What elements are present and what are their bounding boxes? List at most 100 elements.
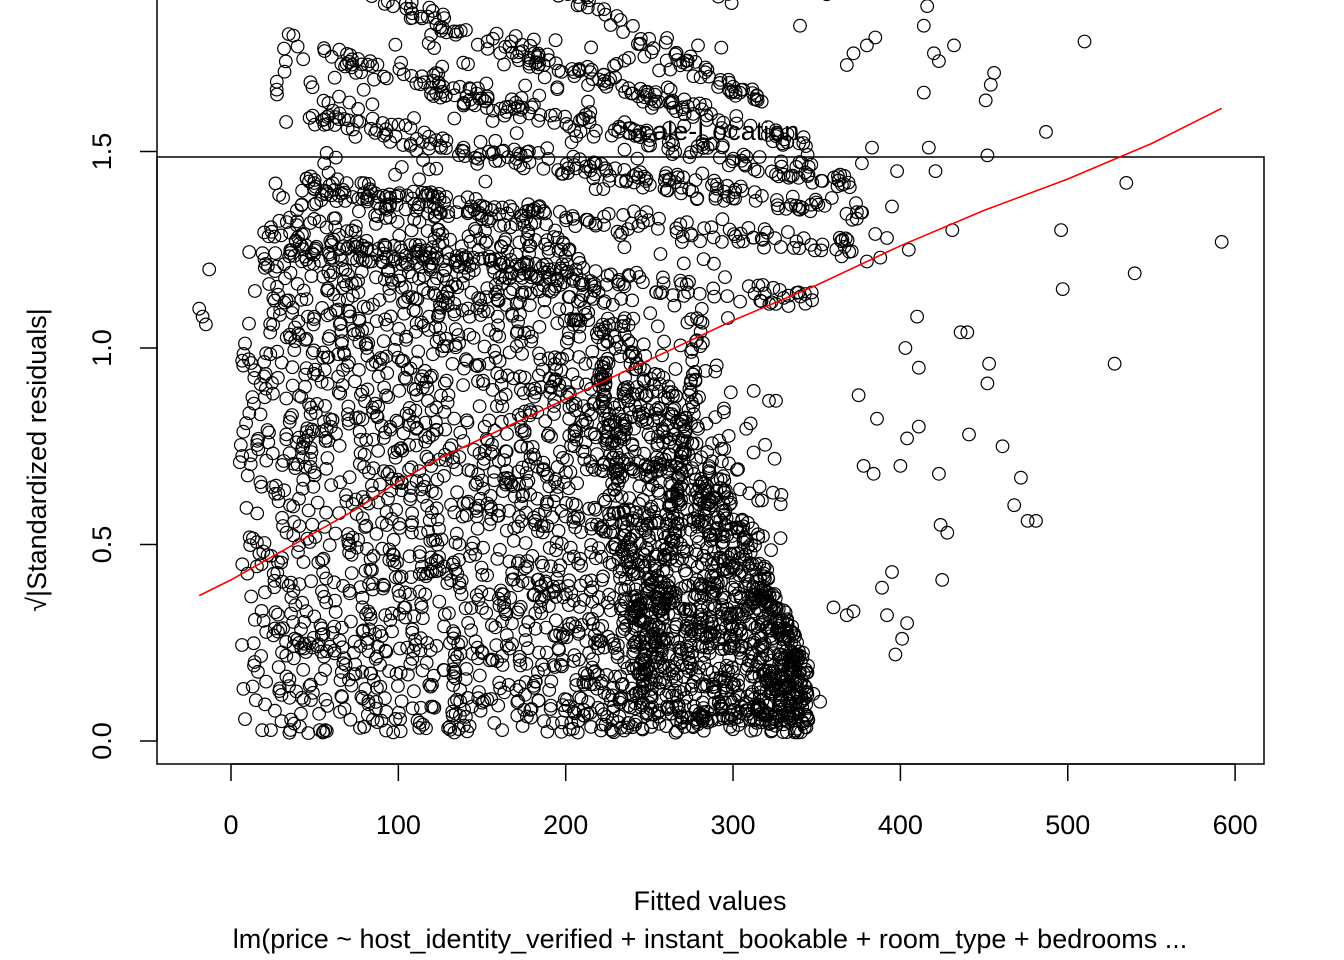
data-point	[661, 462, 675, 476]
data-point	[670, 634, 685, 649]
data-point	[562, 242, 577, 257]
data-point	[299, 361, 314, 376]
data-point	[983, 77, 998, 92]
data-point	[710, 177, 724, 192]
data-point	[690, 519, 704, 534]
data-point	[794, 155, 809, 170]
data-point	[555, 451, 570, 465]
data-point	[684, 395, 699, 410]
data-point	[279, 215, 294, 230]
data-point	[303, 75, 318, 90]
data-point	[764, 543, 778, 557]
data-point	[485, 618, 499, 632]
data-point	[621, 698, 636, 713]
data-point	[414, 600, 429, 615]
data-point	[855, 156, 869, 171]
data-point	[464, 601, 479, 615]
data-point	[259, 346, 274, 361]
data-point	[329, 150, 343, 165]
data-point	[399, 329, 414, 344]
data-point	[774, 240, 788, 254]
data-point	[449, 462, 464, 477]
data-point	[373, 477, 387, 492]
data-point	[319, 505, 334, 520]
data-point	[318, 663, 333, 677]
x-tick-label: 100	[376, 810, 421, 840]
data-point	[737, 609, 752, 624]
data-point	[634, 209, 648, 224]
data-point	[571, 0, 585, 4]
data-point	[674, 581, 688, 596]
data-point	[693, 324, 708, 339]
data-point	[628, 622, 643, 637]
data-point	[697, 221, 711, 236]
data-point	[663, 62, 678, 77]
data-point	[739, 603, 754, 618]
data-point	[717, 473, 732, 488]
data-point	[606, 466, 621, 480]
data-point	[785, 189, 800, 204]
data-point	[272, 188, 287, 202]
data-point	[888, 647, 903, 662]
data-point	[522, 155, 537, 170]
data-point	[351, 191, 366, 206]
data-point	[404, 0, 419, 10]
data-point	[356, 82, 371, 97]
data-point	[377, 0, 392, 11]
data-point	[585, 612, 599, 626]
data-point	[588, 502, 603, 517]
data-point	[719, 518, 733, 533]
data-point	[531, 507, 546, 522]
y-axis-label-sqrt: √	[22, 597, 52, 612]
data-point	[592, 322, 607, 337]
data-point	[653, 402, 668, 416]
data-point	[661, 385, 676, 400]
data-point	[405, 622, 420, 637]
data-point	[254, 604, 269, 618]
data-point	[614, 292, 628, 306]
data-point	[644, 499, 659, 514]
data-point	[545, 510, 560, 525]
data-point	[651, 429, 665, 444]
data-point	[611, 124, 626, 139]
data-point	[487, 716, 502, 730]
data-point	[448, 277, 463, 292]
data-point	[695, 713, 710, 728]
data-point	[683, 49, 698, 64]
data-point	[582, 110, 597, 125]
data-point	[747, 633, 762, 647]
data-point	[351, 101, 366, 116]
data-point	[284, 243, 299, 258]
data-point	[587, 677, 601, 692]
data-point	[472, 399, 487, 414]
data-point	[690, 139, 705, 154]
data-point	[543, 702, 558, 716]
data-point	[321, 433, 336, 448]
data-point	[447, 111, 462, 126]
data-point	[238, 712, 252, 726]
data-point	[834, 249, 849, 264]
data-point	[425, 188, 440, 203]
data-point	[446, 678, 461, 692]
data-point	[597, 209, 611, 224]
data-point	[921, 140, 936, 155]
data-point	[617, 142, 632, 157]
data-point	[580, 0, 591, 2]
data-point	[361, 176, 376, 191]
data-point	[497, 57, 511, 72]
data-point	[746, 230, 761, 245]
data-point	[432, 227, 446, 242]
data-point	[619, 174, 633, 189]
data-point	[555, 351, 570, 366]
data-point	[338, 657, 353, 672]
data-point	[408, 632, 423, 647]
data-point	[391, 117, 406, 132]
data-point	[488, 350, 503, 365]
data-point	[734, 621, 748, 636]
data-point	[390, 214, 405, 229]
data-point	[235, 557, 250, 572]
data-point	[306, 479, 321, 494]
data-point	[737, 569, 752, 583]
data-point	[460, 206, 475, 221]
data-point	[612, 119, 626, 134]
